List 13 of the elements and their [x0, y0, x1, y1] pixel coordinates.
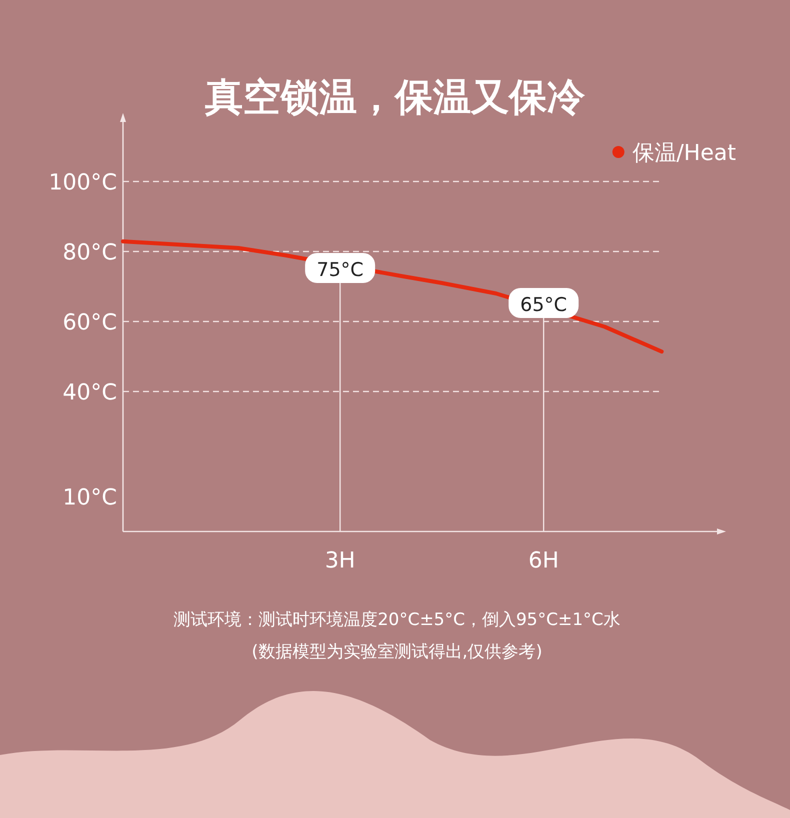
- annotation: 75°C: [316, 259, 364, 281]
- y-tick-label: 10°C: [62, 486, 117, 510]
- x-tick-label: 3H: [324, 548, 356, 574]
- y-tick-label: 60°C: [62, 310, 117, 336]
- annotation: 65°C: [520, 294, 568, 316]
- x-tick-label: 6H: [528, 548, 559, 574]
- text: (数据模型为实验室测试得出,仅供参考): [252, 642, 542, 662]
- text: 测试环境：测试时环境温度20°C±5°C，倒入95°C±1°C水: [174, 610, 620, 630]
- legend-label: 保温/Heat: [632, 141, 736, 166]
- chart-title: 真空锁温，保温又保冷: [204, 75, 586, 119]
- y-tick-label: 100°C: [48, 170, 117, 196]
- y-tick-label: 80°C: [62, 240, 117, 266]
- y-tick-label: 40°C: [62, 380, 117, 406]
